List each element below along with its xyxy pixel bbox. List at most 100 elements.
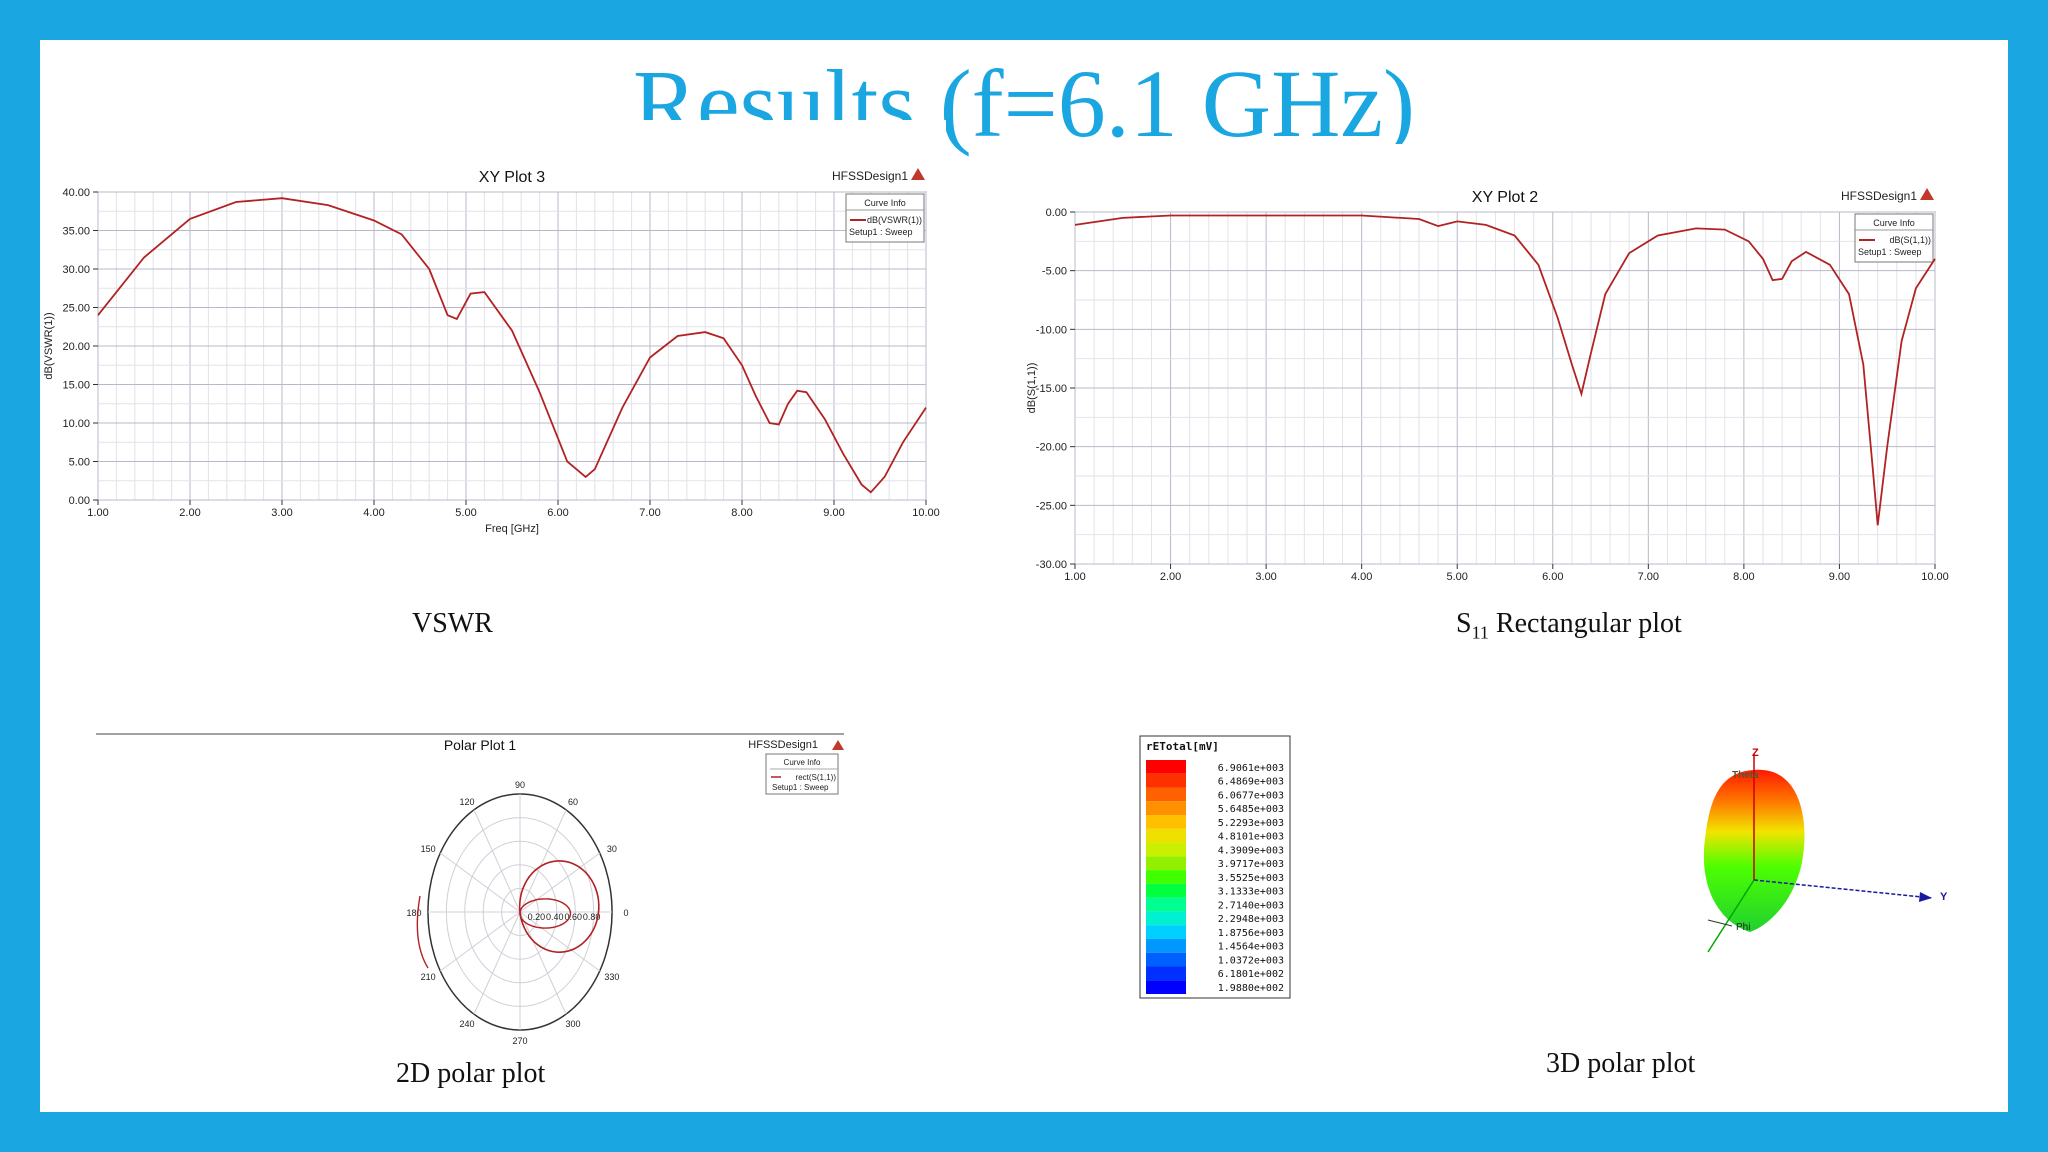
x-tick-label: 4.00 <box>363 507 384 519</box>
legend-swatch <box>1146 842 1186 857</box>
legend-level: 4.8101e+003 <box>1218 832 1284 843</box>
polar-chart-panel: Polar Plot 1 HFSSDesign1 Curve Info rect(S(… <box>96 684 896 1084</box>
polar-series <box>518 860 600 954</box>
x-tick-label: 8.00 <box>1733 571 1754 583</box>
legend-level: 1.4564e+003 <box>1218 942 1284 953</box>
y-tick-label: 10.00 <box>62 418 90 430</box>
y-axis-label: dB(VSWR(1)) <box>43 312 55 379</box>
chart-title: XY Plot 3 <box>479 169 546 186</box>
legend-level: 4.3909e+003 <box>1218 845 1284 856</box>
legend-swatch <box>1146 897 1186 912</box>
radial-label: 0.80 <box>583 912 601 922</box>
y-axis-label: Y <box>1940 891 1948 903</box>
x-tick-label: 9.00 <box>823 507 844 519</box>
legend-title: Curve Info <box>784 758 821 767</box>
pattern-3d: rETotal[mV] 6.9061e+003 6.4869e+003 6.0677e… <box>1139 735 1948 999</box>
angle-label: 330 <box>604 972 619 982</box>
legend-level: 3.9717e+003 <box>1218 859 1284 870</box>
radial-label: 0.40 <box>546 912 564 922</box>
legend-sub: Setup1 : Sweep <box>772 783 829 792</box>
x-tick-label: 5.00 <box>455 507 476 519</box>
legend-title: rETotal[mV] <box>1146 740 1219 753</box>
x-tick-label: 9.00 <box>1829 571 1850 583</box>
x-tick-label: 5.00 <box>1447 571 1468 583</box>
legend-level: 5.2293e+003 <box>1218 818 1284 829</box>
legend-entry: dB(VSWR(1)) <box>867 215 922 225</box>
y-tick-label: 30.00 <box>62 264 90 276</box>
legend-level: 3.1333e+003 <box>1218 887 1284 898</box>
y-tick-label: -30.00 <box>1036 559 1067 571</box>
legend-level: 1.9880e+002 <box>1218 983 1284 994</box>
x-tick-label: 6.00 <box>547 507 568 519</box>
x-axis-label: Freq [GHz] <box>485 523 539 535</box>
chart-title: XY Plot 2 <box>1472 189 1539 206</box>
angle-label: 120 <box>459 797 474 807</box>
s11-chart: 1.00 2.00 3.00 4.00 5.00 6.00 7.00 8.00 9.00 10.0… <box>1026 188 1949 599</box>
angle-label: 0 <box>624 908 629 918</box>
legend-swatch <box>1146 787 1186 802</box>
legend-entry: dB(S(1,1)) <box>1889 235 1931 245</box>
angle-label: 270 <box>512 1036 527 1046</box>
y-tick-label: 40.00 <box>62 187 90 199</box>
legend-swatch <box>1146 911 1186 926</box>
z-axis-label: Z <box>1752 747 1759 759</box>
legend-level: 3.5525e+003 <box>1218 873 1284 884</box>
y-tick-label: 5.00 <box>69 457 90 469</box>
legend-entry: rect(S(1,1)) <box>796 773 837 782</box>
angle-label: 240 <box>459 1019 474 1029</box>
legend-swatch <box>1146 815 1186 829</box>
chart-title: Polar Plot 1 <box>444 737 517 753</box>
grid <box>1074 211 1936 565</box>
s11-caption-subscript: 11 <box>1471 622 1489 643</box>
legend-level: 6.9061e+003 <box>1218 763 1284 774</box>
polar-spoke <box>519 852 601 913</box>
polar-spoke <box>519 809 567 913</box>
legend: Curve Info dB(VSWR(1)) Setup1 : Sweep <box>845 193 925 243</box>
legend-level: 6.1801e+002 <box>1218 969 1284 980</box>
y-tick-label: 25.00 <box>62 303 90 315</box>
y-tick-label: -25.00 <box>1036 500 1067 512</box>
design-name: HFSSDesign1 <box>748 739 818 751</box>
s11-caption-symbol: S <box>1456 608 1472 639</box>
legend-swatch <box>1146 856 1186 871</box>
y-tick-label: -5.00 <box>1042 266 1067 278</box>
legend-level: 5.6485e+003 <box>1218 804 1284 815</box>
angle-label: 300 <box>566 1019 581 1029</box>
x-axis <box>1707 879 1755 953</box>
legend-swatch <box>1146 966 1186 981</box>
vswr-chart: 1.00 2.00 3.00 4.00 5.00 6.00 7.00 8.00 9.00 10.0… <box>43 168 940 535</box>
polar-spoke <box>439 911 521 972</box>
phi-label: Phi <box>1736 922 1750 933</box>
radial-label: 0.20 <box>528 912 546 922</box>
x-tick-label: 4.00 <box>1351 571 1372 583</box>
angle-label: 180 <box>406 908 421 918</box>
y-tick-label: -20.00 <box>1036 442 1067 454</box>
vswr-chart-panel: 1.00 2.00 3.00 4.00 5.00 6.00 7.00 8.00 9.00 10.0… <box>40 120 946 558</box>
legend-swatch <box>1146 925 1186 939</box>
legend: Curve Info rect(S(1,1))Setup1 : Sweep <box>765 753 839 795</box>
legend-swatch <box>1146 801 1186 816</box>
angle-label: 60 <box>568 797 578 807</box>
legend-level: 1.8756e+003 <box>1218 928 1284 939</box>
legend-level: 2.7140e+003 <box>1218 900 1284 911</box>
legend: Curve Info dB(S(1,1)) Setup1 : Sweep <box>1854 213 1934 263</box>
polar-series-inner <box>519 898 572 929</box>
phi-indicator <box>1707 919 1733 927</box>
x-tick-label: 1.00 <box>87 507 108 519</box>
y-tick-label: 0.00 <box>1046 207 1067 219</box>
y-tick-label: 20.00 <box>62 341 90 353</box>
x-tick-label: 8.00 <box>731 507 752 519</box>
grid <box>97 191 927 501</box>
x-tick-label: 10.00 <box>912 507 940 519</box>
x-tick-label: 10.00 <box>1921 571 1949 583</box>
ansoft-logo <box>832 740 844 750</box>
legend-title: Curve Info <box>1873 218 1915 228</box>
x-tick-label: 7.00 <box>639 507 660 519</box>
legend-swatch <box>1146 883 1186 898</box>
legend-swatch <box>1146 938 1186 953</box>
angle-label: 90 <box>515 780 525 790</box>
x-tick-label: 3.00 <box>271 507 292 519</box>
polar2d-caption: 2D polar plot <box>396 1058 546 1089</box>
design-name: HFSSDesign1 <box>832 169 908 183</box>
legend-level: 2.2948e+003 <box>1218 914 1284 925</box>
